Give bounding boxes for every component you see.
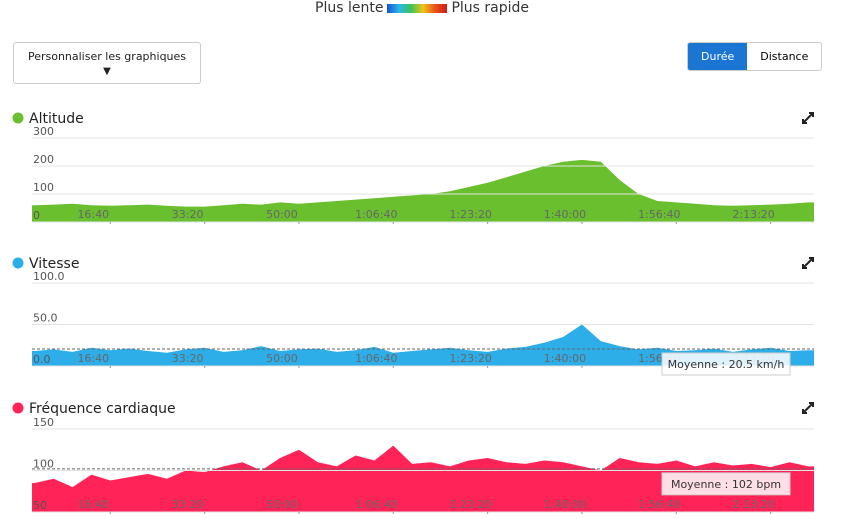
legend-marker bbox=[12, 257, 24, 269]
chart-panel: Vitesse 0.0 50.0 100.0 16:40 33:20 50:00 1:06:4… bbox=[12, 256, 814, 376]
x-tick-label: 50:00 bbox=[266, 352, 298, 365]
x-tick-label: 1:06:40 bbox=[355, 352, 397, 365]
speed-gradient bbox=[387, 3, 448, 13]
expand-icon[interactable] bbox=[802, 112, 814, 124]
customize-button[interactable]: Personnaliser les graphiques ▼ bbox=[13, 42, 201, 84]
speed-legend: Plus lente Plus rapide bbox=[0, 0, 844, 16]
average-label: Moyenne : 102 bpm bbox=[671, 478, 781, 491]
customize-label: Personnaliser les graphiques bbox=[27, 50, 187, 63]
x-tick-label: 16:40 bbox=[77, 352, 109, 365]
x-tick-label: 1:40:00 bbox=[544, 352, 586, 365]
y-tick-label: 0 bbox=[33, 209, 40, 222]
dropdown-arrow: ▼ bbox=[103, 66, 111, 77]
x-tick-label: 50:00 bbox=[266, 208, 298, 221]
x-tick-label: 2:13:20 bbox=[732, 498, 774, 511]
legend-fast: Plus rapide bbox=[451, 0, 529, 16]
x-tick-label: 33:20 bbox=[172, 498, 204, 511]
expand-icon[interactable] bbox=[802, 257, 814, 269]
area bbox=[32, 445, 814, 512]
expand-arrows bbox=[802, 257, 814, 269]
chart-title: Vitesse bbox=[29, 256, 79, 272]
area bbox=[32, 324, 814, 366]
x-tick-label: 1:23:20 bbox=[449, 208, 491, 221]
x-tick-label: 1:06:40 bbox=[355, 498, 397, 511]
x-tick-label: 16:40 bbox=[77, 498, 109, 511]
duration-button[interactable]: Durée bbox=[688, 43, 748, 70]
y-tick-label: 50.0 bbox=[33, 312, 58, 325]
axis-toggle: Durée Distance bbox=[687, 42, 823, 71]
distance-button[interactable]: Distance bbox=[760, 50, 809, 63]
y-tick-label: 100 bbox=[33, 181, 54, 194]
x-tick-label: 1:56:40 bbox=[638, 208, 680, 221]
y-tick-label: 200 bbox=[33, 153, 54, 166]
legend-slow: Plus lente bbox=[315, 0, 384, 16]
legend-marker bbox=[12, 112, 24, 124]
chart-title: Altitude bbox=[29, 111, 84, 127]
average-box bbox=[661, 352, 791, 376]
y-tick-label: 150 bbox=[33, 416, 54, 429]
y-tick-label: 100.0 bbox=[33, 270, 65, 283]
legend-marker bbox=[12, 402, 24, 414]
y-tick-label: 100 bbox=[33, 458, 54, 471]
y-tick-label: 0.0 bbox=[33, 353, 51, 366]
x-tick-label: 1:23:20 bbox=[449, 498, 491, 511]
average-label: Moyenne : 20.5 km/h bbox=[668, 358, 785, 371]
x-tick-label: 1:56:40 bbox=[638, 498, 680, 511]
expand-arrows bbox=[802, 112, 814, 124]
x-tick-label: 16:40 bbox=[77, 208, 109, 221]
y-tick-label: 50 bbox=[33, 499, 47, 512]
x-tick-label: 33:20 bbox=[172, 352, 204, 365]
x-tick-label: 1:40:00 bbox=[544, 208, 586, 221]
chart-panel: Altitude 0 100 200 300 16:40 33:20 50:00 1:06:40… bbox=[12, 111, 814, 224]
x-tick-label: 1:06:40 bbox=[355, 208, 397, 221]
average-box bbox=[661, 472, 791, 496]
x-tick-label: 50:00 bbox=[266, 498, 298, 511]
x-tick-label: 33:20 bbox=[172, 208, 204, 221]
area bbox=[32, 159, 814, 222]
y-tick-label: 300 bbox=[33, 125, 54, 138]
chart-title: Fréquence cardiaque bbox=[29, 401, 176, 417]
x-tick-label: 2:13:20 bbox=[732, 208, 774, 221]
chart-panel: Fréquence cardiaque 50 100 150 16:40 33:20 50:… bbox=[12, 401, 814, 514]
expand-arrows bbox=[802, 402, 814, 414]
expand-icon[interactable] bbox=[802, 402, 814, 414]
x-tick-label: 1:40:00 bbox=[544, 498, 586, 511]
x-tick-label: 1:23:20 bbox=[449, 352, 491, 365]
